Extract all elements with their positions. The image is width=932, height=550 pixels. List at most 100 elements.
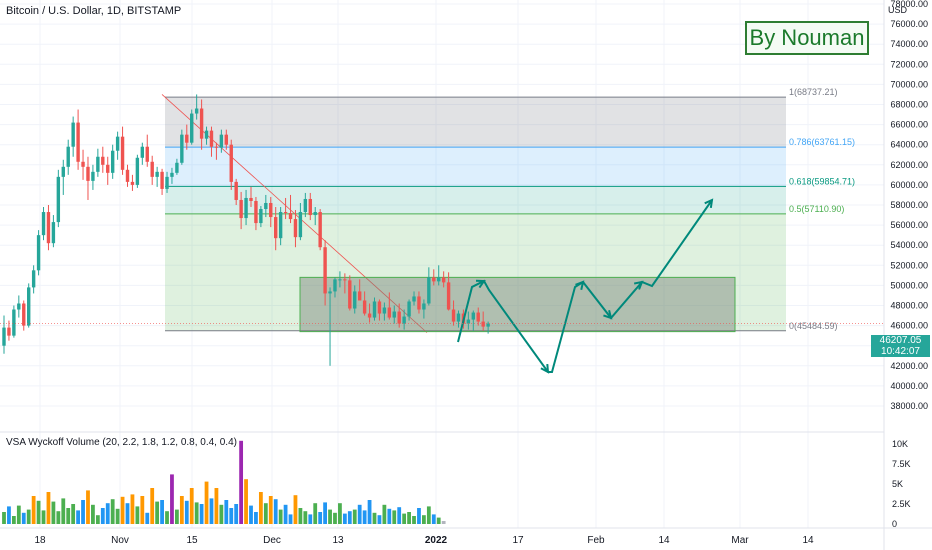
volume-bar xyxy=(145,512,150,524)
volume-bar xyxy=(170,474,174,524)
candle-body xyxy=(274,217,278,239)
candle-body xyxy=(244,197,248,219)
volume-bar xyxy=(392,510,397,524)
volume-bar xyxy=(175,509,179,524)
price-tick-label: 78000.00 xyxy=(890,0,928,9)
candle-body xyxy=(190,113,194,143)
volume-bar xyxy=(258,492,263,524)
candle-body xyxy=(96,156,100,172)
volume-bar xyxy=(268,496,273,524)
candle-body xyxy=(481,321,485,327)
candle-body xyxy=(328,291,332,294)
arrowhead xyxy=(704,198,714,209)
candle-body xyxy=(387,307,392,318)
volume-bar xyxy=(313,503,318,524)
volume-bar xyxy=(155,501,160,524)
time-tick-label: 17 xyxy=(512,535,524,546)
fib-level-label: 0(45484.59) xyxy=(789,321,838,331)
candle-body xyxy=(293,219,298,238)
volume-bar xyxy=(244,479,248,524)
candle-body xyxy=(298,212,303,238)
volume-bar xyxy=(426,506,431,524)
time-tick-label: Nov xyxy=(111,535,129,546)
volume-bar xyxy=(66,508,71,524)
arrowhead xyxy=(575,280,585,291)
watermark-text: By Nouman xyxy=(745,21,869,55)
candle-body xyxy=(224,134,228,145)
candle-body xyxy=(180,134,184,163)
volume-axis[interactable]: 10K 7.5K 5K 2.5K 0 xyxy=(892,439,911,529)
candle-body xyxy=(283,212,288,214)
candle-body xyxy=(135,157,140,185)
candle-body xyxy=(76,122,80,162)
candle-body xyxy=(214,146,219,148)
volume-bar xyxy=(254,512,258,524)
volume-bar xyxy=(417,508,421,524)
time-axis[interactable]: 18 Nov 15 Dec 13 2022 17 Feb 14 Mar 14 xyxy=(34,535,814,546)
volume-bar xyxy=(249,505,253,524)
price-tick-label: 40000.00 xyxy=(890,381,928,391)
candle-body xyxy=(407,301,411,317)
price-tick-label: 46000.00 xyxy=(890,321,928,331)
volume-bar xyxy=(95,515,100,524)
volume-indicator-title[interactable]: VSA Wyckoff Volume (20, 2.2, 1.8, 1.2, 0… xyxy=(6,437,237,448)
volume-bar xyxy=(209,498,214,524)
candle-body xyxy=(199,108,204,139)
arrowhead xyxy=(540,363,550,374)
time-tick-label: 13 xyxy=(332,535,344,546)
volume-bar xyxy=(224,500,229,524)
projection-path[interactable] xyxy=(457,199,713,373)
volume-bar xyxy=(26,509,31,524)
candle-body xyxy=(377,301,382,314)
volume-bar xyxy=(115,508,120,524)
candle-body xyxy=(422,303,426,310)
volume-bar xyxy=(150,488,155,524)
candle-body xyxy=(264,202,268,210)
fib-zone xyxy=(165,97,786,148)
range-rectangle[interactable] xyxy=(299,276,736,333)
candle-body xyxy=(66,146,70,167)
volume-bar xyxy=(76,510,80,524)
price-tick-label: 60000.00 xyxy=(890,180,928,190)
current-price-badge: 46207.05 10:42:07 xyxy=(871,335,930,357)
volume-bar xyxy=(338,503,342,524)
volume-tick-label: 0 xyxy=(892,519,897,529)
candle-body xyxy=(348,280,352,309)
volume-bar xyxy=(352,509,357,524)
candle-body xyxy=(397,311,401,324)
volume-bar xyxy=(11,516,16,524)
volume-bar xyxy=(189,488,194,524)
volume-tick-label: 10K xyxy=(892,439,908,449)
candle-body xyxy=(106,164,110,173)
volume-tick-label: 2.5K xyxy=(892,499,911,509)
price-tick-label: 58000.00 xyxy=(890,200,928,210)
volume-bar xyxy=(199,504,204,524)
candle-body xyxy=(318,212,322,248)
candle-body xyxy=(343,279,347,281)
price-tick-label: 74000.00 xyxy=(890,39,928,49)
fib-level-label: 0.618(59854.71) xyxy=(789,176,855,186)
candle-body xyxy=(130,181,135,185)
candle-body xyxy=(56,176,61,223)
price-tick-label: 70000.00 xyxy=(890,79,928,89)
candle-body xyxy=(51,222,56,244)
volume-bar xyxy=(298,508,303,524)
price-tick-label: 38000.00 xyxy=(890,401,928,411)
volume-tick-label: 5K xyxy=(892,479,903,489)
volume-bar xyxy=(293,495,298,524)
candle-body xyxy=(437,277,441,282)
volume-bar xyxy=(382,504,387,524)
candle-body xyxy=(209,130,214,147)
time-tick-label: Feb xyxy=(587,535,605,546)
volume-bar xyxy=(135,506,140,524)
price-tick-label: 50000.00 xyxy=(890,280,928,290)
price-tick-label: 48000.00 xyxy=(890,301,928,311)
volume-bar xyxy=(318,512,323,524)
candle-body xyxy=(249,197,253,201)
volume-bar xyxy=(16,505,21,524)
currency-label: USD xyxy=(888,5,908,15)
volume-bar xyxy=(422,515,426,524)
candle-body xyxy=(61,166,65,177)
candle-body xyxy=(313,212,317,216)
